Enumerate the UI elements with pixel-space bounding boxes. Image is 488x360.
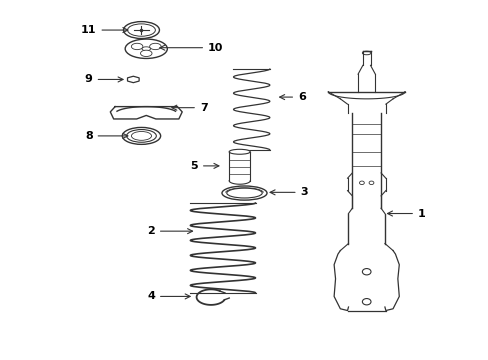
Ellipse shape [131, 43, 142, 50]
Polygon shape [127, 76, 139, 83]
Ellipse shape [229, 149, 250, 154]
Text: 3: 3 [269, 187, 307, 197]
Ellipse shape [140, 50, 152, 57]
Text: 7: 7 [171, 103, 207, 113]
Polygon shape [110, 107, 182, 119]
Text: 5: 5 [190, 161, 219, 171]
Text: 11: 11 [81, 25, 127, 35]
Text: 10: 10 [160, 43, 223, 53]
Text: 6: 6 [279, 92, 305, 102]
Text: 9: 9 [84, 75, 123, 85]
Text: 1: 1 [386, 208, 425, 219]
Text: 4: 4 [147, 292, 190, 301]
Text: 8: 8 [85, 131, 127, 141]
Ellipse shape [149, 43, 161, 50]
Text: 2: 2 [147, 226, 192, 236]
